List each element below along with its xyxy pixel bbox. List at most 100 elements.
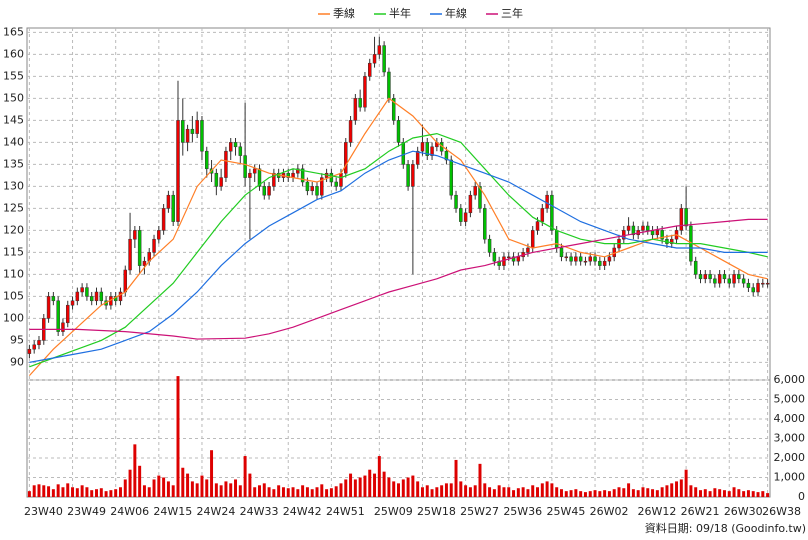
- candle-body: [353, 98, 358, 121]
- volume-bar: [61, 487, 65, 497]
- candle-body: [377, 45, 382, 55]
- candle-body: [396, 120, 401, 143]
- volume-bar: [85, 487, 89, 497]
- y2-tick-label: 1,000: [774, 471, 806, 484]
- x-tick-label: 24W24: [197, 505, 236, 518]
- y-tick-label: 110: [3, 267, 24, 280]
- candle-body: [626, 225, 631, 231]
- volume-bar: [200, 475, 204, 497]
- candle-body: [756, 282, 760, 293]
- volume-bar: [118, 487, 122, 497]
- candle-body: [70, 300, 75, 306]
- candle-body: [631, 225, 636, 236]
- candle-body: [607, 256, 612, 262]
- candle-body: [368, 62, 372, 77]
- candle-body: [137, 230, 142, 266]
- volume-bar: [171, 485, 175, 497]
- volume-bar: [186, 473, 190, 497]
- candle-body: [248, 172, 252, 178]
- candle-body: [669, 238, 674, 244]
- volume-bar: [488, 487, 492, 497]
- volume-bar: [459, 481, 463, 497]
- x-tick-label: 24W51: [326, 505, 365, 518]
- candle-body: [507, 256, 511, 259]
- candle-body: [272, 172, 276, 187]
- candle-body: [487, 238, 492, 253]
- candle-body: [205, 150, 209, 170]
- volume-bar: [90, 490, 94, 497]
- volume-bar: [32, 485, 36, 497]
- candle-body: [99, 291, 104, 302]
- volume-bar: [646, 488, 650, 497]
- candle-body: [459, 208, 463, 222]
- candle-body: [152, 238, 156, 253]
- volume-bar: [123, 479, 127, 497]
- candle-body: [190, 128, 195, 134]
- candle-body: [578, 256, 583, 262]
- volume-bar: [195, 483, 199, 497]
- candle-body: [717, 274, 722, 284]
- x-tick-label: 23W49: [67, 505, 106, 518]
- candle-body: [741, 278, 746, 284]
- candle-body: [511, 256, 516, 262]
- y-tick-label: 125: [3, 201, 24, 214]
- candle-body: [679, 208, 684, 231]
- candle-body: [66, 304, 70, 324]
- candle-body: [641, 225, 645, 231]
- volume-bar: [128, 469, 132, 497]
- volume-bar: [296, 489, 300, 497]
- x-tick-label: 26W02: [590, 505, 629, 518]
- volume-bar: [603, 490, 607, 497]
- candle-body: [478, 186, 482, 209]
- candle-body: [300, 168, 305, 183]
- candle-body: [655, 230, 660, 236]
- candle-body: [554, 230, 559, 249]
- legend-label: 三年: [501, 6, 523, 20]
- candle-body: [713, 278, 717, 284]
- volume-bar: [234, 479, 238, 497]
- y-tick-label: 140: [3, 135, 24, 148]
- volume-bar: [699, 490, 702, 497]
- volume-bar: [531, 485, 535, 497]
- volume-bar: [636, 490, 640, 497]
- volume-bar: [732, 487, 736, 497]
- candle-body: [233, 142, 238, 148]
- legend-label: 年線: [445, 6, 467, 20]
- volume-bar: [334, 486, 338, 497]
- volume-bar: [598, 491, 602, 497]
- candle-body: [473, 186, 477, 196]
- candle-body: [751, 287, 755, 293]
- volume-bar: [449, 483, 453, 497]
- x-tick-label: 26W38: [762, 505, 801, 518]
- volume-bar: [368, 469, 372, 497]
- volume-bar: [109, 490, 113, 497]
- volume-bar: [329, 488, 333, 497]
- y2-tick-label: 0: [798, 490, 805, 503]
- volume-bar: [483, 483, 487, 497]
- y2-tick-label: 3,000: [774, 432, 806, 445]
- volume-bar: [742, 491, 746, 497]
- candle-body: [516, 256, 521, 262]
- volume-bar: [205, 479, 209, 497]
- volume-bar: [277, 485, 281, 497]
- volume-bar: [339, 483, 343, 497]
- candle-body: [540, 208, 545, 222]
- volume-bar: [373, 473, 377, 497]
- x-tick-label: 25W36: [503, 505, 542, 518]
- legend-label: 半年: [389, 6, 411, 20]
- volume-bar: [583, 492, 587, 497]
- volume-bar: [219, 485, 223, 497]
- volume-bar: [478, 463, 482, 497]
- ma-line: [29, 150, 768, 363]
- candle-body: [286, 172, 290, 178]
- volume-bar: [190, 481, 194, 497]
- y-tick-label: 155: [3, 69, 24, 82]
- candle-body: [315, 186, 319, 196]
- volume-bar: [497, 485, 501, 497]
- volume-bar: [492, 489, 496, 497]
- volume-bar: [675, 481, 679, 497]
- y-tick-label: 120: [3, 223, 24, 236]
- candle-body: [94, 291, 99, 302]
- candle-body: [401, 142, 406, 165]
